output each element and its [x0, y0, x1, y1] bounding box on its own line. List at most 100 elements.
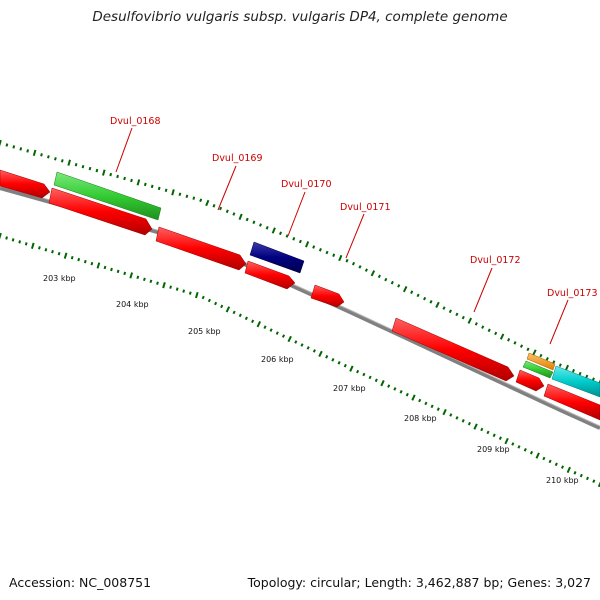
minor-tick — [393, 387, 397, 391]
major-tick — [435, 301, 440, 309]
minor-tick — [123, 176, 126, 181]
feature-dvul-0168[interactable] — [53, 171, 162, 221]
minor-tick — [214, 301, 218, 306]
minor-tick — [578, 371, 582, 376]
major-tick — [411, 394, 416, 401]
gene-label[interactable]: Dvul_0171 — [340, 202, 391, 213]
cyan-feature[interactable] — [551, 365, 600, 398]
minor-tick — [275, 331, 279, 335]
minor-tick — [70, 255, 74, 260]
minor-tick — [331, 358, 335, 362]
minor-tick — [523, 448, 527, 452]
major-tick — [402, 285, 408, 293]
gene-label[interactable]: Dvul_0173 — [547, 288, 598, 299]
minor-tick — [281, 334, 286, 338]
feature-dvul-0171[interactable] — [310, 284, 345, 308]
minor-tick — [548, 459, 552, 464]
minor-tick — [220, 304, 224, 309]
minor-tick — [44, 248, 48, 252]
minor-tick — [442, 306, 446, 310]
major-tick — [442, 408, 447, 416]
gene-label[interactable]: Dvul_0169 — [212, 153, 263, 164]
scale-label: 203 kbp — [43, 274, 76, 283]
minor-tick — [11, 238, 15, 242]
cds-feature[interactable] — [515, 369, 545, 392]
minor-tick — [358, 265, 362, 269]
minor-tick — [110, 267, 113, 272]
minor-tick — [219, 206, 223, 211]
minor-tick — [554, 462, 558, 467]
minor-tick — [109, 172, 113, 177]
scale-label: 204 kbp — [116, 300, 149, 309]
minor-tick — [18, 240, 22, 244]
small-green-feature[interactable] — [522, 360, 554, 379]
scale-label: 209 kbp — [477, 445, 510, 454]
minor-tick — [423, 296, 427, 301]
minor-tick — [507, 338, 511, 342]
minor-tick — [57, 251, 61, 256]
cds-feature[interactable] — [543, 383, 600, 421]
cds-feature[interactable] — [48, 187, 153, 236]
minor-tick — [212, 204, 216, 208]
gene-label[interactable]: Dvul_0172 — [470, 255, 521, 266]
feature-dvul-0173[interactable] — [526, 352, 556, 371]
minor-tick — [545, 357, 549, 361]
minor-tick — [19, 147, 23, 151]
minor-tick — [481, 325, 485, 329]
minor-tick — [410, 290, 414, 294]
minor-tick — [157, 186, 161, 191]
minor-tick — [74, 162, 78, 167]
minor-tick — [368, 375, 372, 380]
minor-tick — [498, 436, 502, 440]
major-tick — [318, 350, 323, 358]
minor-tick — [251, 319, 255, 324]
scale-label: 210 kbp — [546, 476, 579, 485]
major-tick — [499, 333, 505, 340]
feature-dvul-0170[interactable] — [249, 241, 305, 274]
minor-tick — [390, 280, 394, 285]
scale-label: 205 kbp — [188, 327, 221, 336]
minor-tick — [356, 369, 360, 374]
major-tick — [67, 159, 71, 166]
major-tick — [564, 364, 569, 372]
minor-tick — [169, 285, 172, 289]
cds-feature[interactable] — [244, 260, 296, 290]
minor-tick — [77, 257, 81, 262]
minor-tick — [185, 194, 189, 199]
minor-tick — [461, 315, 465, 320]
minor-tick — [294, 340, 298, 344]
minor-tick — [263, 325, 267, 329]
minor-tick — [51, 249, 54, 254]
cds-feature[interactable] — [0, 169, 51, 199]
minor-tick — [405, 392, 409, 397]
feature-dvul-0169[interactable] — [155, 226, 247, 271]
minor-tick — [40, 153, 43, 157]
minor-tick — [579, 473, 583, 478]
gene-label[interactable]: Dvul_0170 — [281, 179, 332, 190]
major-tick — [136, 179, 141, 186]
major-tick — [380, 380, 385, 387]
minor-tick — [199, 198, 203, 203]
minor-tick — [585, 374, 589, 379]
minor-tick — [526, 347, 530, 352]
minor-tick — [461, 419, 465, 423]
minor-tick — [448, 309, 452, 314]
minor-tick — [292, 237, 296, 241]
minor-tick — [519, 344, 524, 348]
major-tick — [370, 270, 376, 277]
minor-tick — [232, 310, 236, 315]
map-title: Desulfovibrio vulgaris subsp. vulgaris D… — [92, 9, 508, 25]
major-tick — [349, 365, 354, 372]
feature-dvul-0172[interactable] — [391, 317, 515, 382]
minor-tick — [387, 384, 391, 388]
minor-tick — [149, 279, 153, 284]
minor-tick — [343, 363, 347, 368]
minor-tick — [225, 209, 229, 214]
minor-tick — [269, 328, 273, 332]
gene-label[interactable]: Dvul_0168 — [110, 116, 161, 127]
major-tick — [504, 437, 509, 445]
major-tick — [205, 199, 210, 207]
minor-tick — [116, 174, 119, 179]
minor-tick — [486, 430, 490, 435]
